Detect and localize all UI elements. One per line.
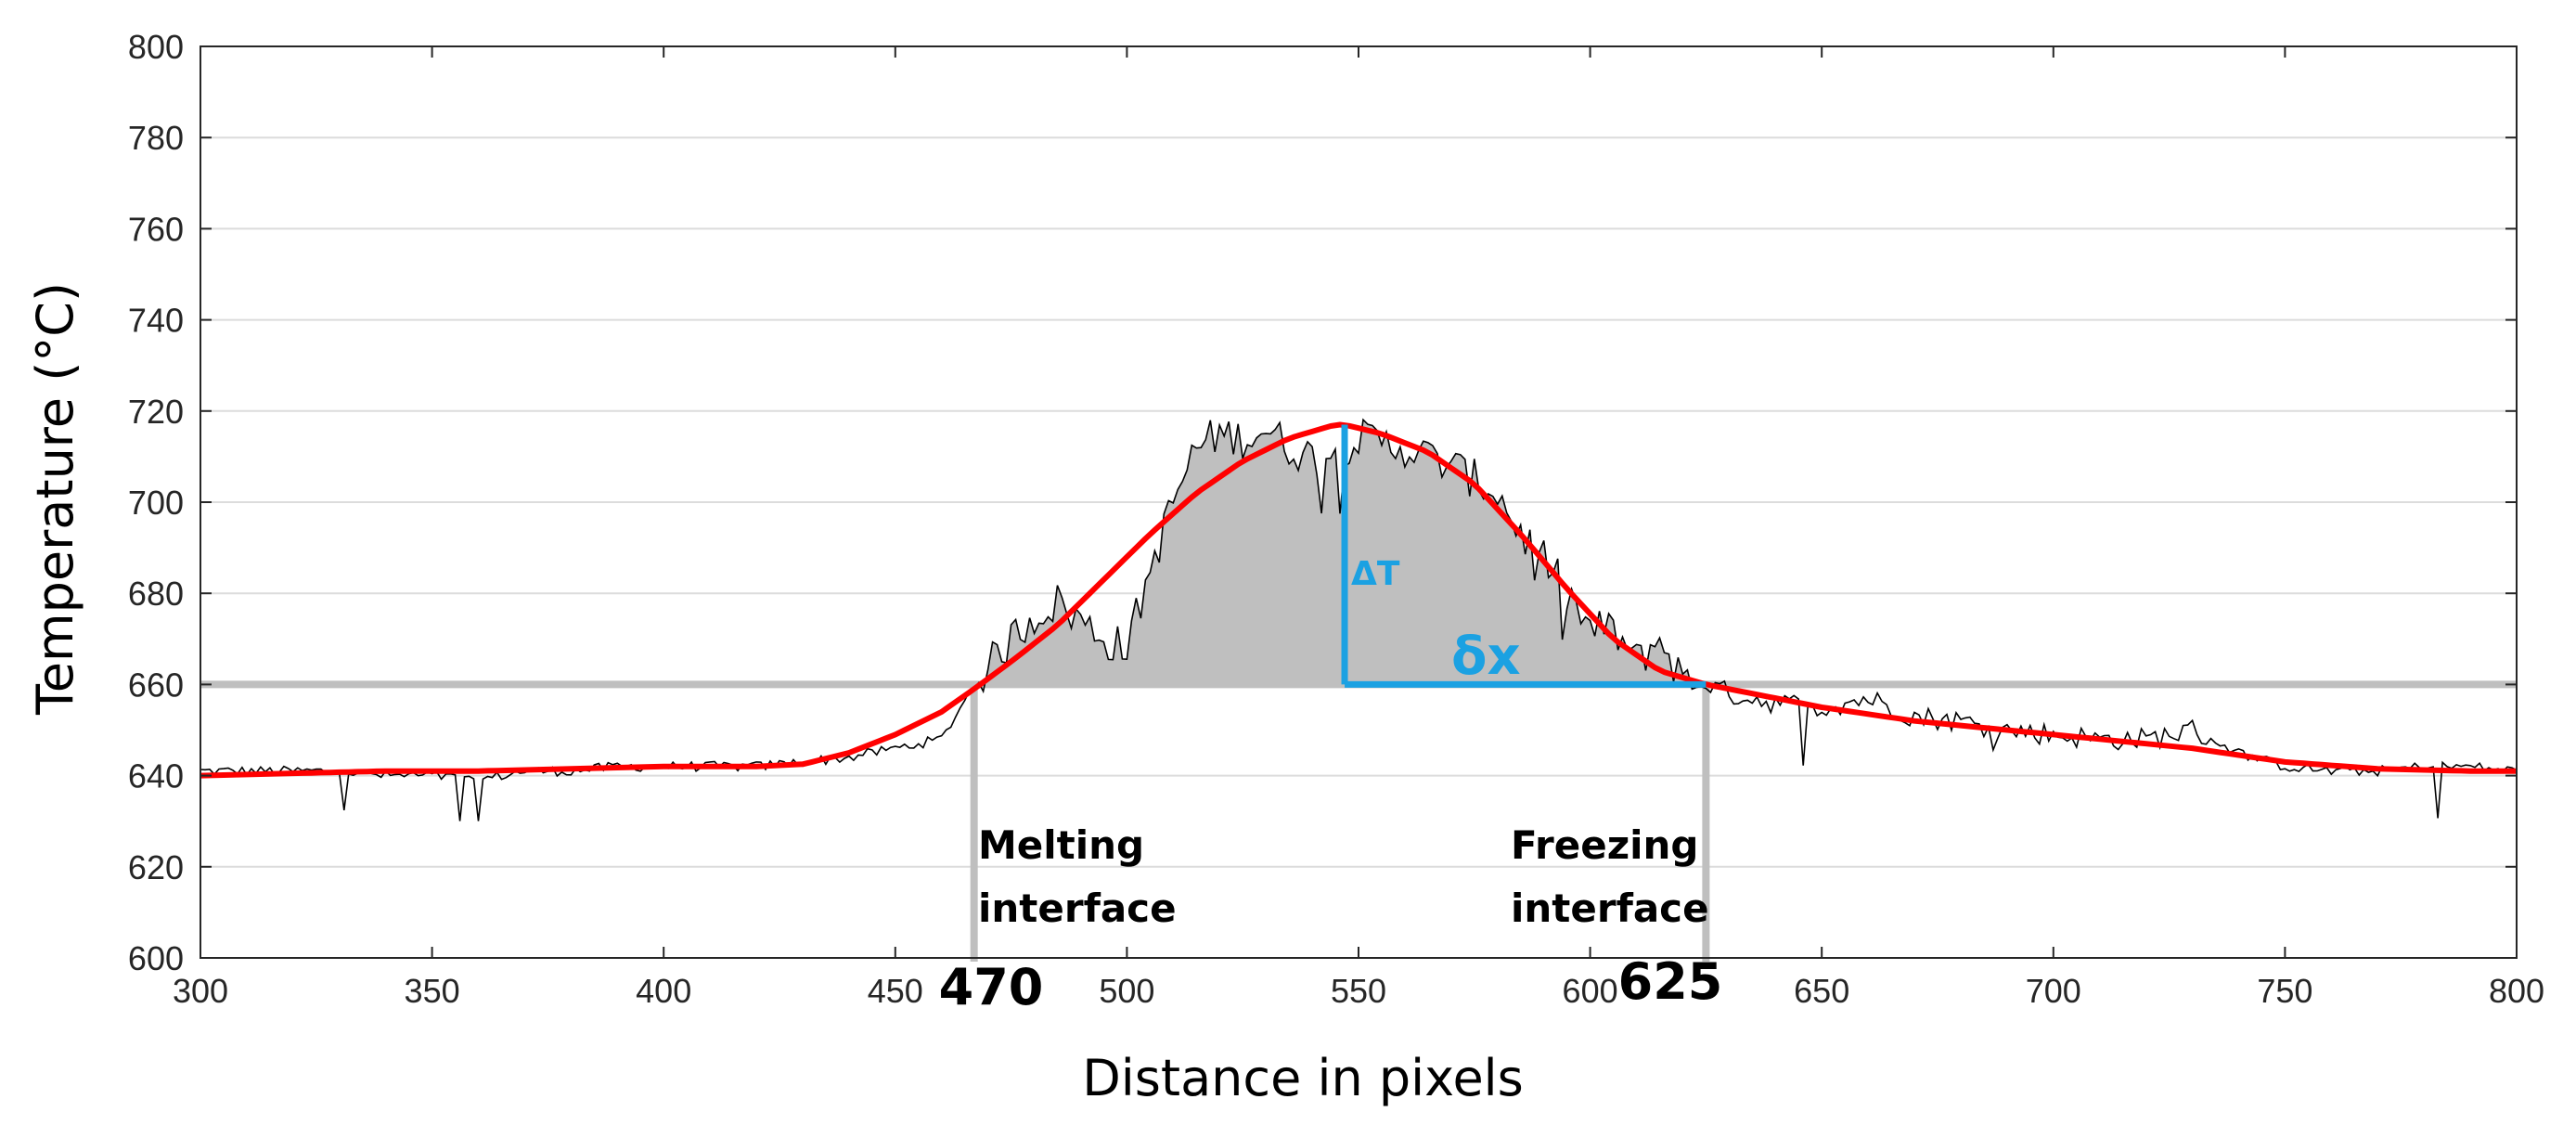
- shaded-area: [973, 420, 1707, 685]
- x-tick-label-450: 450: [868, 972, 923, 1010]
- y-tick-label-640: 640: [128, 757, 184, 795]
- x-tick-label-750: 750: [2257, 972, 2312, 1010]
- melting-interface-label-line1: Melting: [978, 822, 1144, 868]
- melting-interface-label-line2: interface: [978, 886, 1177, 931]
- x-tick-label-500: 500: [1099, 972, 1154, 1010]
- x-tick-label-700: 700: [2026, 972, 2081, 1010]
- threshold-lines: [200, 680, 2517, 962]
- x-tick-label-600: 600: [1563, 972, 1618, 1010]
- delta-x-label: δx: [1451, 627, 1521, 687]
- x-tick-label-400: 400: [636, 972, 691, 1010]
- x-tick-label-350: 350: [405, 972, 460, 1010]
- y-tick-label-700: 700: [128, 484, 184, 522]
- x-tick-label-300: 300: [173, 972, 228, 1010]
- freezing-interface-value: 625: [1618, 952, 1723, 1011]
- x-tick-label-800: 800: [2489, 972, 2544, 1010]
- freezing-interface-label-line2: interface: [1511, 886, 1709, 931]
- y-tick-label-620: 620: [128, 848, 184, 886]
- y-tick-label-720: 720: [128, 393, 184, 431]
- plot-frame: [200, 45, 2518, 959]
- y-tick-label-660: 660: [128, 666, 184, 704]
- y-tick-label-780: 780: [128, 119, 184, 157]
- y-axis-title: Temperature (°C): [26, 282, 84, 716]
- delta-t-label: ΔT: [1351, 555, 1400, 593]
- y-tick-label-600: 600: [128, 939, 184, 977]
- data-series: [200, 418, 2518, 821]
- y-tick-label-800: 800: [128, 28, 184, 66]
- y-tick-label-680: 680: [128, 575, 184, 613]
- x-axis-title: Distance in pixels: [1082, 1049, 1524, 1107]
- melt-pool-area: [973, 420, 1707, 685]
- x-tick-label-550: 550: [1331, 972, 1386, 1010]
- annotations: [1341, 424, 1707, 688]
- melting-interface-value: 470: [939, 958, 1044, 1016]
- x-tick-label-650: 650: [1794, 972, 1849, 1010]
- freezing-interface-label-line1: Freezing: [1511, 822, 1699, 868]
- y-tick-label-740: 740: [128, 302, 184, 340]
- axes: 600 620 640 660 680 700 720 740 760 780 800 300 350 4…: [128, 28, 2544, 1010]
- y-tick-label-760: 760: [128, 210, 184, 248]
- fit-line: [200, 421, 2517, 779]
